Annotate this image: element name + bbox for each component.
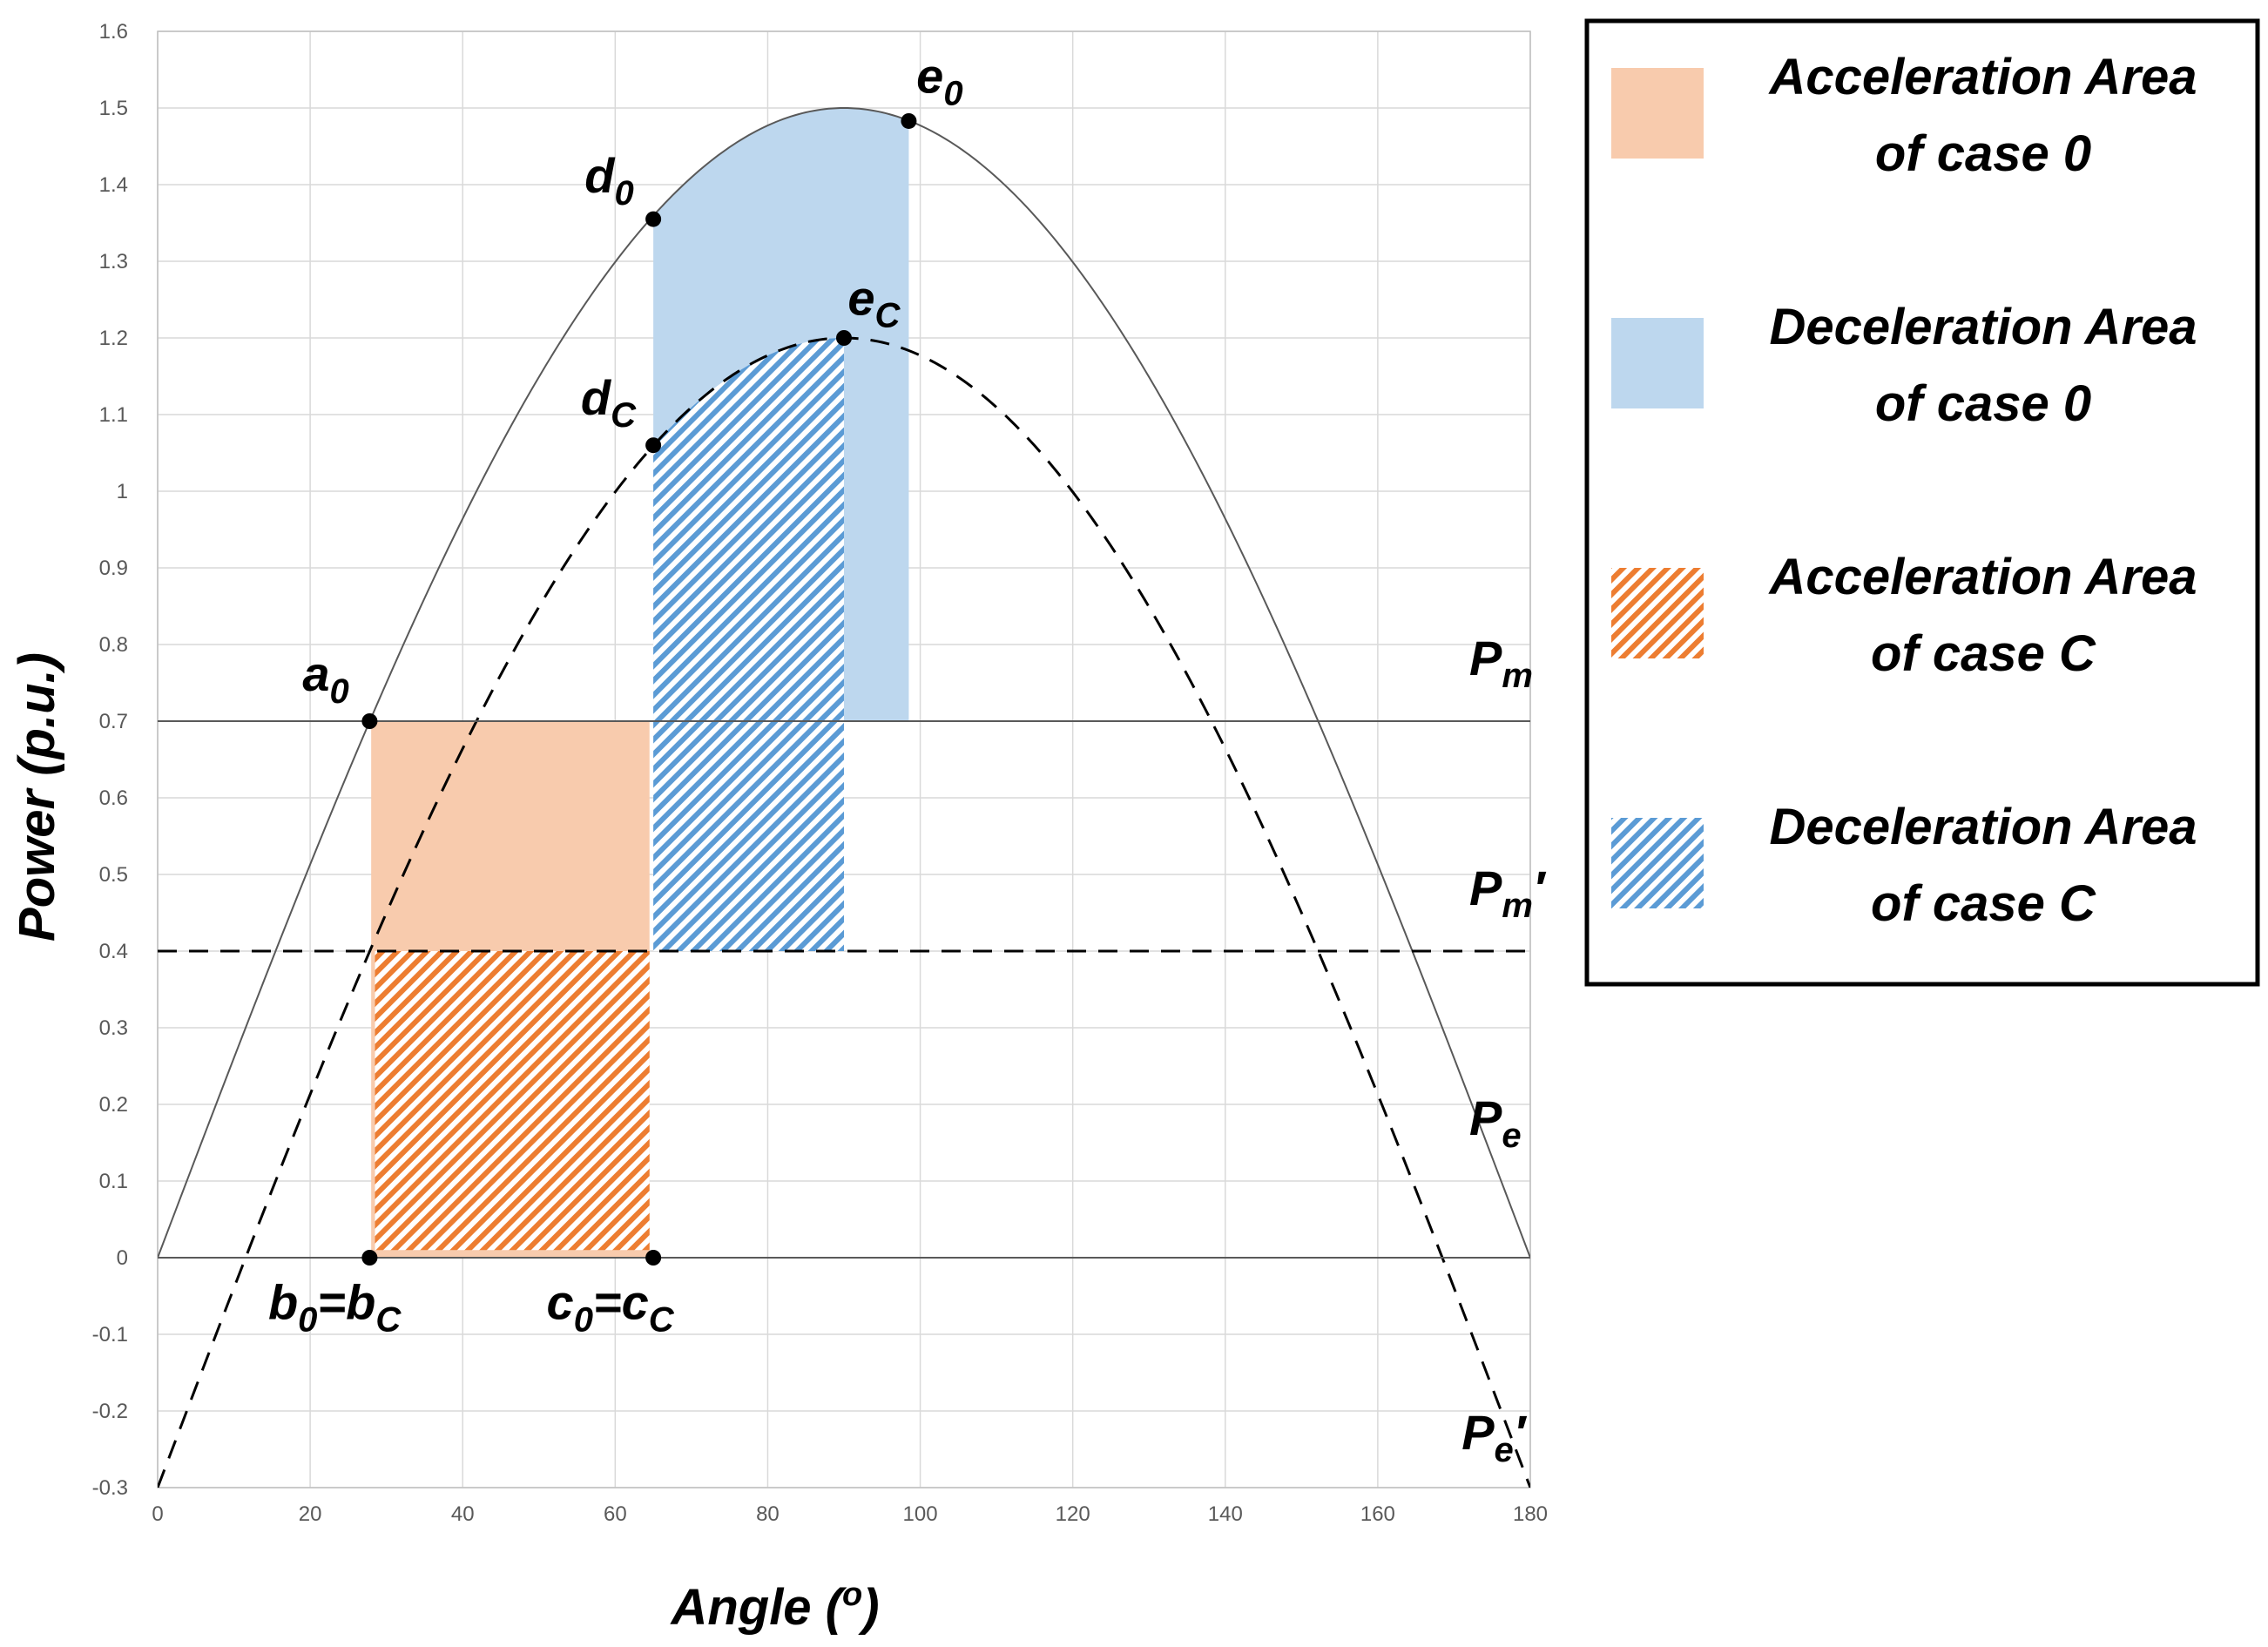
point-label-a0: a0 — [302, 646, 348, 711]
point-b0bc — [361, 1250, 378, 1266]
point-label-b0bc: b0=bC — [268, 1274, 402, 1339]
legend-label-line2: of case 0 — [1875, 375, 2091, 432]
y-tick-label: 1.4 — [99, 173, 128, 197]
point-label-d0: d0 — [584, 148, 633, 213]
legend-label-line2: of case C — [1871, 625, 2096, 682]
x-tick-label: 100 — [903, 1502, 938, 1526]
legend-swatch — [1611, 318, 1704, 408]
y-tick-label: 0.6 — [99, 786, 128, 810]
legend-label-line1: Acceleration Area — [1767, 549, 2197, 605]
legend-label-line2: of case 0 — [1875, 125, 2091, 182]
legend-swatch — [1611, 68, 1704, 159]
y-tick-label: 1.1 — [99, 403, 128, 427]
legend-label-line2: of case C — [1871, 875, 2096, 932]
degree-symbol: o — [842, 1576, 862, 1613]
series-pe — [158, 106, 1530, 1259]
tick-labels: 0 20 40 60 80 100 120 140 160 180 -0.3 -0.2 -0.1 0 0.1… — [92, 20, 1548, 1526]
legend-label-line1: Acceleration Area — [1767, 49, 2197, 105]
x-tick-label: 20 — [299, 1502, 322, 1526]
x-tick-label: 60 — [604, 1502, 627, 1526]
point-c0cc — [645, 1250, 662, 1266]
point-ec — [836, 330, 852, 346]
y-tick-label: 0.3 — [99, 1016, 128, 1040]
legend-swatch — [1611, 818, 1704, 908]
areas — [371, 108, 909, 1258]
y-tick-label: -0.2 — [92, 1400, 128, 1423]
y-tick-label: 0.9 — [99, 557, 128, 580]
y-tick-label: 0.4 — [99, 940, 128, 963]
legend: Acceleration Area of case 0 Deceleration A… — [1584, 18, 2260, 987]
point-e0 — [901, 112, 917, 129]
point-label-c0cc: c0=cC — [547, 1274, 675, 1339]
curve-label-pm: Pm — [1469, 631, 1533, 695]
points: a0 b0=bC c0=cC d0 dC e0 eC — [268, 48, 963, 1339]
curve-label-pe_prime: Pe′ — [1461, 1405, 1528, 1469]
x-axis-title: Angle (o) — [669, 1576, 879, 1636]
x-tick-label: 160 — [1360, 1502, 1395, 1526]
x-tick-label: 0 — [152, 1502, 163, 1526]
legend-label-line1: Deceleration Area — [1769, 799, 2197, 855]
y-tick-label: 0.5 — [99, 863, 128, 887]
area-dec_caseC — [653, 338, 844, 951]
point-dc — [645, 437, 662, 454]
legend-swatch — [1611, 568, 1704, 658]
curve-label-pm_prime: Pm′ — [1469, 861, 1547, 925]
y-tick-label: 1.3 — [99, 250, 128, 273]
x-tick-label: 140 — [1208, 1502, 1243, 1526]
y-tick-label: 0.1 — [99, 1170, 128, 1193]
y-tick-label: 1.2 — [99, 327, 128, 350]
legend-label-line1: Deceleration Area — [1769, 299, 2197, 355]
point-a0 — [361, 713, 378, 729]
plot-border — [157, 30, 1531, 1488]
area-acc_caseC — [375, 951, 650, 1251]
y-tick-label: 0 — [117, 1246, 128, 1270]
curve-labels: Pm Pm′ Pe Pe′ — [1461, 631, 1547, 1469]
y-tick-label: 0.2 — [99, 1093, 128, 1117]
point-label-e0: e0 — [916, 48, 962, 112]
y-tick-label: 1.5 — [99, 97, 128, 120]
y-tick-label: 1.6 — [99, 20, 128, 44]
y-tick-label: -0.1 — [92, 1323, 128, 1347]
y-axis-title: Power (p.u.) — [9, 652, 65, 942]
y-tick-label: -0.3 — [92, 1476, 128, 1500]
point-label-ec: eC — [847, 271, 901, 335]
curve-label-pe: Pe — [1469, 1090, 1522, 1155]
x-tick-label: 80 — [756, 1502, 780, 1526]
y-tick-label: 0.8 — [99, 633, 128, 657]
point-d0 — [645, 211, 662, 227]
point-label-dc: dC — [581, 370, 637, 435]
y-tick-label: 1 — [117, 480, 128, 503]
x-tick-label: 120 — [1056, 1502, 1090, 1526]
x-tick-label: 40 — [451, 1502, 475, 1526]
x-tick-label: 180 — [1513, 1502, 1548, 1526]
y-tick-label: 0.7 — [99, 710, 128, 733]
